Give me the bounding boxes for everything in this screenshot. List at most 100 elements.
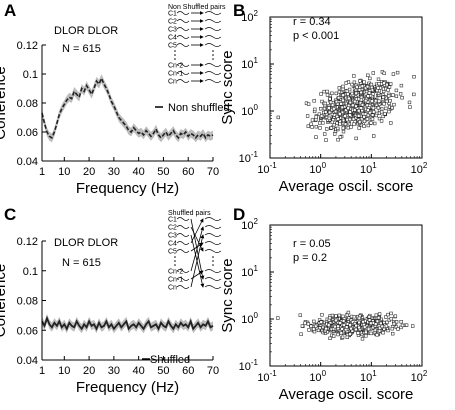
scatter-point (390, 106, 394, 110)
scatter-point (389, 82, 393, 86)
scatter-point (387, 85, 392, 89)
scatter-point (377, 312, 382, 316)
inset-row-label: C4 (168, 241, 177, 248)
inset-wave-left (176, 277, 190, 281)
x-tick-label: 100 (309, 369, 326, 384)
scatter-point (377, 329, 382, 333)
inset-wave-right (204, 43, 222, 47)
scatter-point (399, 320, 403, 324)
scatter-point (407, 100, 412, 105)
x-tick-label: 101 (360, 369, 377, 384)
panel-letter-d: D (233, 205, 245, 224)
scatter-point (374, 113, 378, 118)
scatter-point (348, 110, 352, 114)
x-axis-label: Average oscil. score (279, 178, 414, 195)
inset-wave-right (204, 71, 222, 75)
scatter-point (387, 94, 391, 98)
p-label-b: p < 0.001 (293, 30, 339, 42)
scatter-point (382, 81, 386, 85)
inset-title-a: Non Shuffled pairs (168, 4, 226, 11)
scatter-point (319, 92, 323, 96)
scatter-point (371, 71, 375, 75)
scatter-point (366, 327, 371, 331)
scatter-point (312, 319, 316, 324)
scatter-point (353, 108, 357, 112)
scatter-point (349, 314, 354, 319)
inset-wave-left (176, 43, 190, 47)
scatter-point (371, 106, 376, 110)
inset-wave-left (176, 217, 190, 221)
inset-wave-left (176, 285, 190, 289)
scatter-point (381, 331, 385, 335)
title-c: DLOR DLOR (54, 237, 118, 249)
scatter-point (366, 123, 370, 128)
inset-row-label: C2 (168, 19, 177, 26)
scatter-point (354, 104, 358, 108)
scatter-point (338, 122, 342, 126)
scatter-point (354, 136, 358, 141)
points-group (276, 70, 416, 142)
scatter-point (376, 316, 381, 320)
scatter-point (370, 113, 375, 117)
panel-a: A 1 10 20 30 40 50 60 70 0.04 0.06 0.08 0.1 0.12 Freq… (0, 1, 230, 197)
scatter-point (341, 93, 345, 97)
scatter-point (357, 325, 361, 330)
inset-wave-left (176, 63, 190, 67)
x-tick-label: 50 (157, 166, 169, 178)
scatter-point (388, 99, 392, 103)
scatter-point (336, 117, 340, 121)
scatter-point (312, 327, 316, 331)
scatter-point (376, 86, 380, 90)
inset-pair-arrow (190, 234, 205, 288)
inset-ellipsis-dot (212, 256, 214, 258)
scatter-point (333, 109, 338, 114)
x-tick-label: 20 (83, 365, 95, 377)
inset-wave-right (204, 249, 222, 253)
scatter-point (341, 84, 345, 89)
scatter-point (368, 76, 372, 81)
scatter-point (354, 91, 358, 95)
scatter-point (328, 336, 332, 340)
panel-d: D 10-110-1 100 100 101 101 102 102 Average osci… (219, 205, 428, 403)
series-line (41, 315, 214, 331)
scatter-point (404, 323, 409, 327)
scatter-point (298, 313, 302, 317)
scatter-point (324, 110, 328, 114)
scatter-point (333, 324, 337, 329)
inset-row-label: Cn (168, 79, 177, 86)
legend-a: Non shuffled (168, 102, 230, 114)
n-label-a: N = 615 (62, 43, 101, 55)
inset-wave-right (204, 79, 222, 83)
scatter-point (314, 135, 318, 139)
scatter-point (367, 91, 372, 95)
x-tick-label: 20 (83, 166, 95, 178)
scatter-point (364, 98, 368, 103)
scatter-point (383, 112, 387, 116)
inset-wave-right (204, 19, 222, 23)
scatter-point (371, 325, 375, 330)
scatter-point (381, 95, 385, 99)
y-tick-label: 100 (241, 311, 258, 326)
y-tick-label: 0.1 (23, 266, 38, 278)
scatter-point (360, 84, 365, 88)
scatter-point (380, 324, 384, 329)
scatter-point (365, 84, 370, 89)
scatter-point (336, 332, 340, 337)
scatter-point (391, 93, 395, 97)
x-axis-label: Average oscil. score (279, 386, 414, 403)
p-label-d: p = 0.2 (293, 252, 327, 264)
scatter-point (313, 107, 317, 112)
scatter-point (358, 79, 362, 83)
scatter-point (300, 324, 305, 328)
inset-wave-left (176, 35, 190, 39)
scatter-point (348, 100, 352, 105)
scatter-point (389, 311, 393, 316)
inset-pair-arrow (190, 226, 205, 272)
x-tick-label: 60 (182, 166, 194, 178)
y-tick-label: 0.08 (17, 296, 38, 308)
points-group (276, 310, 415, 341)
scatter-plot-d: 10-110-1 100 100 101 101 102 102 Average oscil.… (219, 217, 428, 403)
y-tick-label: 0.08 (17, 98, 38, 110)
scatter-point (337, 86, 341, 90)
